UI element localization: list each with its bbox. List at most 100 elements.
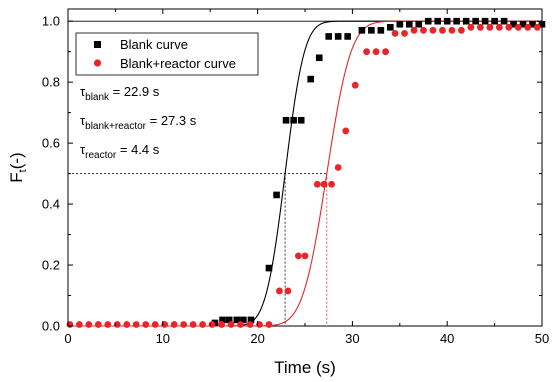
x-tick-label: 30 <box>345 331 359 346</box>
data-point-blank <box>315 54 323 62</box>
data-point-blank-reactor <box>180 321 188 328</box>
x-tick-label: 0 <box>64 331 71 346</box>
data-point-blank-reactor <box>199 321 207 328</box>
tau-subscript: blank <box>85 92 110 103</box>
data-point-blank-reactor <box>382 48 389 56</box>
tau-symbol: τ <box>80 142 86 157</box>
data-point-blank <box>233 316 241 324</box>
reference-lines <box>68 173 328 326</box>
data-point-blank <box>472 17 479 25</box>
annotation-tau-blank-reactor: τblank+reactor = 27.3 s <box>80 113 197 132</box>
data-point-blank <box>247 316 255 324</box>
y-tick-label: 0.0 <box>42 319 60 334</box>
data-point-blank-reactor <box>265 321 273 328</box>
data-point-blank-reactor <box>351 81 359 89</box>
y-tick-label: 0.2 <box>42 258 60 273</box>
legend-label-blank: Blank curve <box>120 37 188 52</box>
data-point-blank-reactor <box>189 321 197 328</box>
data-point-blank <box>325 33 332 40</box>
y-tick-label: 1.0 <box>42 14 60 29</box>
data-point-blank <box>481 17 489 25</box>
legend-box <box>75 32 259 76</box>
legend: Blank curve Blank+reactor curve <box>75 32 259 76</box>
data-point-blank-reactor <box>227 321 235 328</box>
data-point-blank <box>500 17 508 25</box>
data-point-blank <box>443 17 451 25</box>
tau-subscript: reactor <box>85 150 117 161</box>
data-point-blank <box>510 20 517 28</box>
data-point-blank-reactor <box>320 180 328 188</box>
tau-value: = 27.3 s <box>146 113 197 128</box>
data-point-blank <box>538 20 546 28</box>
x-tick-label: 10 <box>156 331 170 346</box>
data-point-blank-reactor <box>113 321 121 328</box>
data-point-blank-reactor <box>142 321 150 328</box>
data-point-blank-reactor <box>237 321 244 328</box>
data-point-blank-reactor <box>467 23 475 31</box>
annotations: τblank = 22.9 s τblank+reactor = 27.3 s … <box>80 84 197 161</box>
y-axis-title-main: F <box>7 172 26 182</box>
data-point-blank-reactor <box>218 321 225 328</box>
data-point-blank-reactor <box>328 180 335 188</box>
data-point-blank-reactor <box>284 287 292 295</box>
data-point-blank-reactor <box>132 321 140 328</box>
data-point-blank <box>453 17 460 25</box>
data-point-blank <box>307 75 314 83</box>
data-point-blank <box>377 27 385 34</box>
annotation-tau-blank: τblank = 22.9 s <box>80 84 160 103</box>
tau-symbol: τ <box>80 113 86 128</box>
y-tick-label: 0.4 <box>42 197 60 212</box>
y-axis-title-suffix: (-) <box>7 152 26 169</box>
data-point-blank-reactor <box>246 321 254 328</box>
data-point-blank-reactor <box>476 23 484 31</box>
y-tick-label: 0.6 <box>42 136 60 151</box>
data-point-blank-reactor <box>342 127 350 135</box>
data-point-blank <box>290 116 297 124</box>
legend-marker-blank <box>94 41 101 48</box>
data-point-blank-reactor <box>533 23 541 31</box>
data-point-blank <box>334 33 342 40</box>
data-point-blank-reactor <box>524 23 532 31</box>
legend-marker-blank-reactor <box>93 59 102 67</box>
x-tick-label: 20 <box>250 331 264 346</box>
data-point-blank <box>491 17 498 25</box>
x-tick-label: 40 <box>440 331 454 346</box>
data-point-blank <box>462 17 470 25</box>
data-point-blank-reactor <box>313 180 321 188</box>
x-tick-label: 50 <box>535 331 549 346</box>
data-point-blank-reactor <box>104 321 112 328</box>
data-point-blank-reactor <box>429 26 437 34</box>
data-point-blank <box>282 116 290 124</box>
annotation-tau-reactor: τreactor = 4.4 s <box>80 142 160 161</box>
data-point-blank-reactor <box>439 26 446 34</box>
data-point-blank <box>219 316 226 324</box>
data-point-blank-reactor <box>151 321 159 328</box>
data-point-blank <box>519 20 527 28</box>
y-axis-title-subscript: t <box>17 169 29 172</box>
data-point-blank-reactor <box>448 26 456 34</box>
data-point-blank <box>297 116 305 124</box>
data-point-blank-reactor <box>391 29 399 37</box>
data-points <box>66 17 546 328</box>
data-point-blank-reactor <box>514 23 522 31</box>
data-point-blank-reactor <box>334 164 342 171</box>
data-point-blank-reactor <box>458 26 465 34</box>
data-point-blank-reactor <box>486 23 494 31</box>
tau-value: = 22.9 s <box>109 84 160 99</box>
data-point-blank <box>415 20 423 28</box>
data-point-blank <box>387 23 394 31</box>
data-point-blank <box>434 17 442 25</box>
data-point-blank-reactor <box>208 321 216 328</box>
data-point-blank-reactor <box>276 287 283 295</box>
tau-symbol: τ <box>80 84 86 99</box>
data-point-blank-reactor <box>495 23 503 31</box>
data-point-blank <box>240 316 247 324</box>
data-point-blank-reactor <box>123 321 131 328</box>
x-axis-ticks: 0 10 20 30 40 50 <box>64 9 549 346</box>
data-point-blank-reactor <box>420 26 427 34</box>
data-point-blank <box>358 27 366 34</box>
data-point-blank <box>529 20 536 28</box>
data-point-blank-reactor <box>94 321 102 328</box>
data-point-blank <box>273 191 280 199</box>
